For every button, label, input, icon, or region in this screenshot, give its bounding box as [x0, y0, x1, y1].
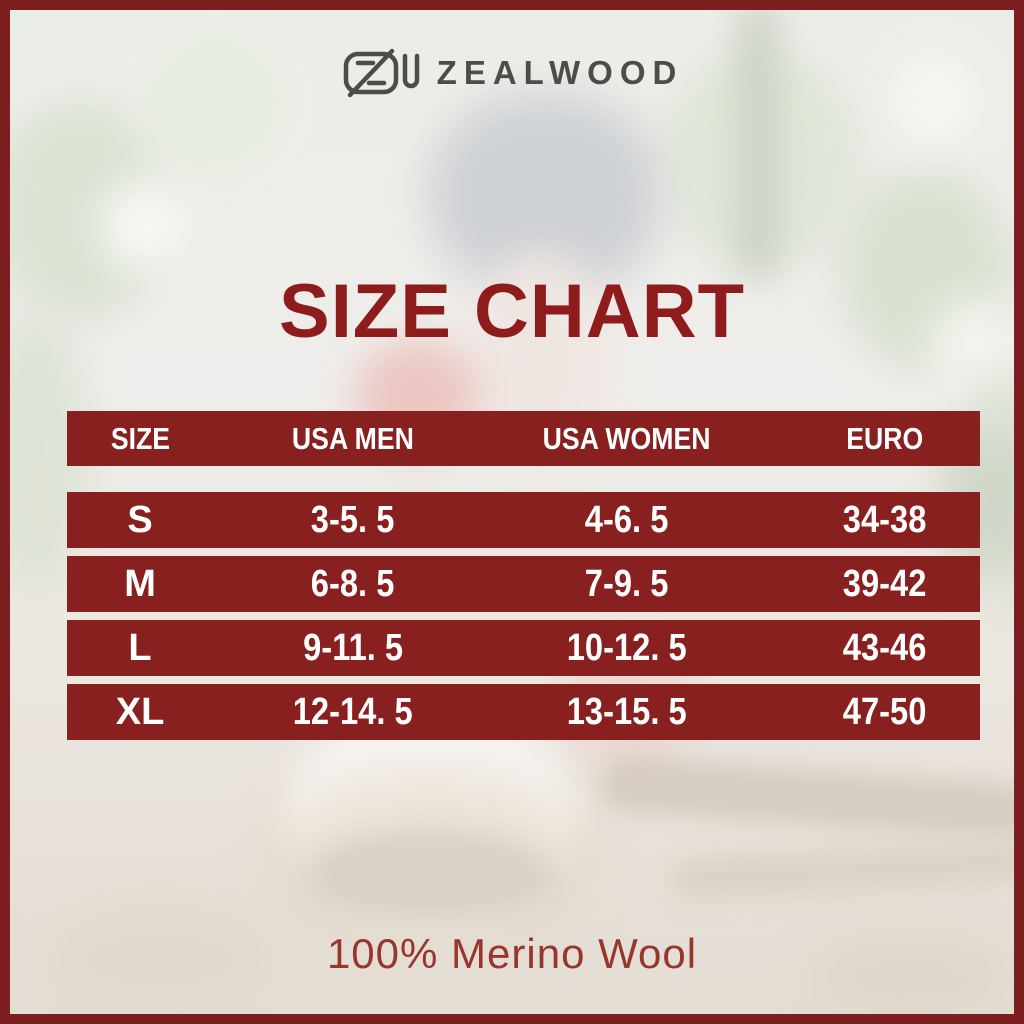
- table-cell-usa-women: 7-9. 5: [584, 562, 669, 605]
- zealwood-logo-icon: [343, 48, 419, 98]
- table-row-s: S 3-5. 5 4-6. 5 34-38: [67, 492, 980, 548]
- table-row-m: M 6-8. 5 7-9. 5 39-42: [67, 556, 980, 612]
- table-cell-usa-men: 3-5. 5: [310, 498, 395, 541]
- table-cell-size: S: [127, 498, 153, 541]
- photo-bokeh-white-1: [100, 180, 190, 270]
- table-header-cell-usa-women: USA WOMEN: [542, 420, 711, 456]
- table-cell-usa-men: 6-8. 5: [310, 562, 395, 605]
- size-chart-table: SIZE USA MEN USA WOMEN EURO S 3-5. 5 4-6…: [67, 411, 980, 748]
- table-cell-usa-men: 12-14. 5: [292, 690, 413, 733]
- table-cell-size: XL: [115, 690, 165, 733]
- table-cell-usa-women: 4-6. 5: [584, 498, 669, 541]
- table-row-l: L 9-11. 5 10-12. 5 43-46: [67, 620, 980, 676]
- table-row-xl: XL 12-14. 5 13-15. 5 47-50: [67, 684, 980, 740]
- table-cell-size: L: [128, 626, 152, 669]
- photo-ground-1: [50, 900, 270, 1010]
- table-header-cell-usa-men: USA MEN: [291, 420, 414, 456]
- photo-mud: [265, 770, 595, 950]
- table-cell-size: M: [124, 562, 156, 605]
- table-cell-euro: 47-50: [842, 690, 927, 733]
- table-cell-usa-women: 10-12. 5: [566, 626, 687, 669]
- material-note: 100% Merino Wool: [326, 930, 698, 977]
- table-cell-euro: 39-42: [842, 562, 927, 605]
- table-cell-euro: 43-46: [842, 626, 927, 669]
- photo-ground-2: [810, 930, 1010, 1014]
- brand-wordmark: ZEALWOOD: [436, 54, 684, 91]
- page-title: SIZE CHART: [279, 269, 745, 354]
- table-header-row: SIZE USA MEN USA WOMEN EURO: [67, 411, 980, 466]
- table-cell-usa-men: 9-11. 5: [302, 626, 403, 669]
- photo-canopy-green-2: [140, 30, 290, 180]
- table-cell-euro: 34-38: [842, 498, 927, 541]
- photo-tree-trunk: [735, 10, 781, 280]
- table-cell-usa-women: 13-15. 5: [566, 690, 687, 733]
- photo-bokeh-white-2: [890, 50, 980, 150]
- table-header-cell-size: SIZE: [110, 420, 170, 456]
- card-content: ZEALWOOD SIZE CHART SIZE USA MEN USA WOM…: [10, 10, 1014, 1014]
- table-header-cell-euro: EURO: [845, 420, 923, 456]
- brand-logo: ZEALWOOD: [10, 48, 1014, 98]
